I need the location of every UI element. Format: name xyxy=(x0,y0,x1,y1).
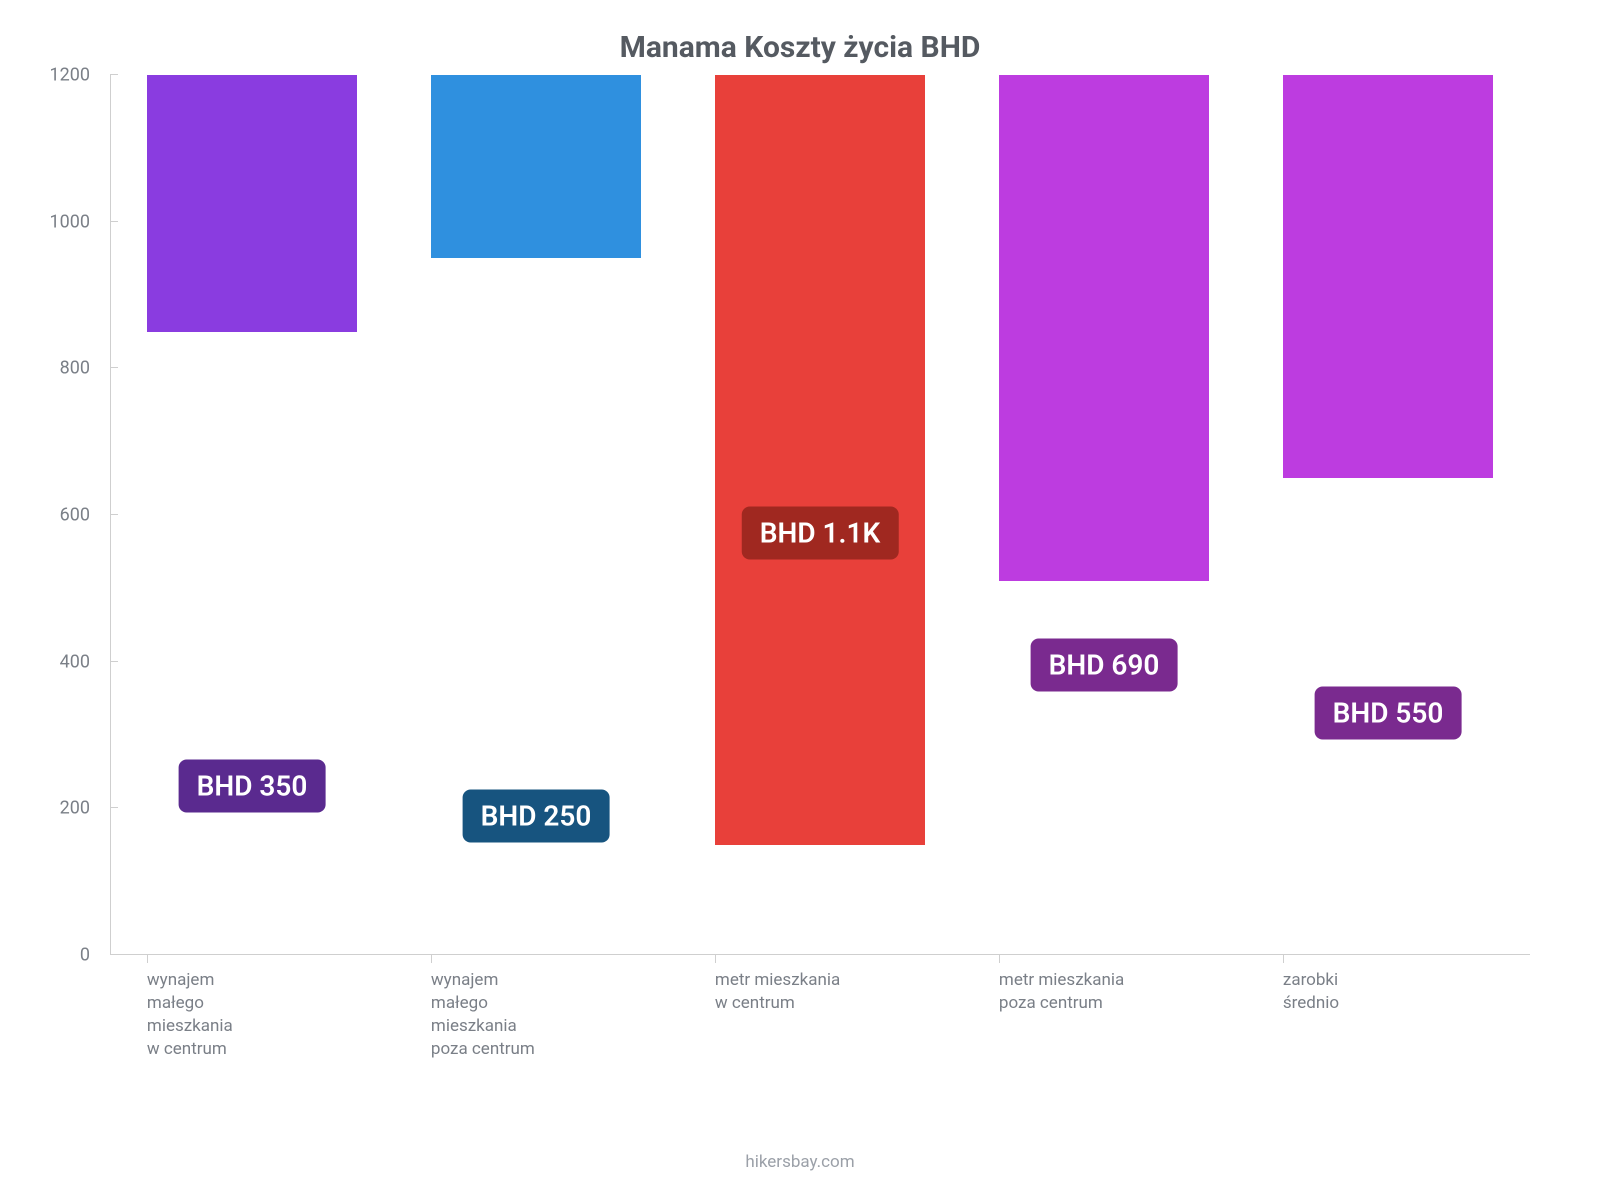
y-tick-label: 1000 xyxy=(30,211,90,232)
x-tick-label: wynajem małego mieszkania w centrum xyxy=(147,969,233,1061)
y-tick-label: 1200 xyxy=(30,65,90,86)
x-tick-mark xyxy=(147,955,148,963)
chart-title: Manama Koszty życia BHD xyxy=(40,30,1560,65)
chart-container: Manama Koszty życia BHD 0200400600800100… xyxy=(0,0,1600,1200)
plot-area: 020040060080010001200 BHD 350BHD 250BHD … xyxy=(110,75,1530,955)
bar xyxy=(999,75,1209,581)
y-axis: 020040060080010001200 xyxy=(40,75,100,955)
bar-value-label: BHD 550 xyxy=(1315,687,1462,740)
bar-slot: BHD 550 xyxy=(1246,75,1530,955)
bar xyxy=(147,75,357,332)
bar xyxy=(431,75,641,258)
x-tick-mark xyxy=(1283,955,1284,963)
x-tick-mark xyxy=(431,955,432,963)
chart-footer: hikersbay.com xyxy=(0,1152,1600,1172)
bar xyxy=(715,75,925,845)
bar-value-label: BHD 250 xyxy=(463,789,610,842)
x-tick-label: wynajem małego mieszkania poza centrum xyxy=(431,969,535,1061)
bar xyxy=(1283,75,1493,478)
y-tick-label: 800 xyxy=(30,358,90,379)
bar-slot: BHD 690 xyxy=(962,75,1246,955)
bar-value-label: BHD 1.1K xyxy=(742,507,899,560)
x-tick-label: metr mieszkania poza centrum xyxy=(999,969,1124,1015)
bars-area: BHD 350 BHD 250 BHD 1.1K BHD 690 BHD 550 xyxy=(110,75,1530,955)
bar-value-label: BHD 350 xyxy=(179,760,326,813)
bar-slot: BHD 1.1K xyxy=(678,75,962,955)
y-tick-label: 400 xyxy=(30,651,90,672)
y-tick-label: 200 xyxy=(30,798,90,819)
y-tick-label: 0 xyxy=(30,945,90,966)
y-tick-label: 600 xyxy=(30,505,90,526)
bar-value-label: BHD 690 xyxy=(1031,639,1178,692)
x-tick-mark xyxy=(715,955,716,963)
x-tick-mark xyxy=(999,955,1000,963)
bar-slot: BHD 350 xyxy=(110,75,394,955)
bar-slot: BHD 250 xyxy=(394,75,678,955)
x-tick-label: metr mieszkania w centrum xyxy=(715,969,840,1015)
x-tick-label: zarobki średnio xyxy=(1283,969,1339,1015)
